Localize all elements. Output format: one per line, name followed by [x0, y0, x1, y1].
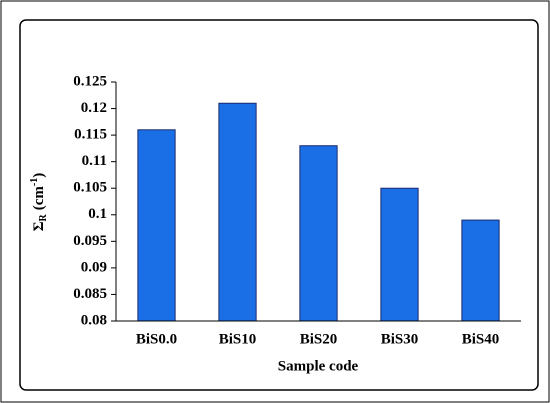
y-axis-label: ΣR (cm-1) — [29, 173, 49, 232]
x-axis-label: Sample code — [278, 358, 359, 374]
y-tick-label: 0.09 — [81, 259, 107, 275]
y-label-unit: (cm — [31, 186, 47, 211]
y-tick-label: 0.12 — [81, 100, 107, 116]
bar — [461, 219, 500, 322]
y-tick-label: 0.095 — [73, 233, 107, 249]
y-tick-label: 0.125 — [73, 73, 107, 89]
bar — [299, 145, 338, 322]
y-tick-label: 0.085 — [73, 286, 107, 302]
x-tick-label: BiS30 — [381, 331, 419, 347]
y-label-subscript: R — [38, 213, 49, 221]
x-tick-label: BiS40 — [462, 331, 500, 347]
y-label-close: ) — [31, 173, 47, 178]
y-tick-label: 0.115 — [74, 127, 107, 143]
y-label-superscript: -1 — [29, 178, 40, 186]
y-label-symbol: Σ — [31, 221, 47, 231]
x-tick-label: BiS10 — [219, 331, 257, 347]
bar — [380, 187, 419, 322]
y-tick-label: 0.1 — [88, 206, 107, 222]
y-tick-label: 0.11 — [82, 153, 107, 169]
y-tick-label: 0.105 — [73, 180, 107, 196]
y-tick-label: 0.08 — [81, 312, 107, 328]
bar — [137, 129, 176, 322]
x-tick-label: BiS0.0 — [136, 331, 177, 347]
chart-frame — [19, 19, 539, 391]
x-tick-label: BiS20 — [300, 331, 338, 347]
bar — [218, 102, 257, 322]
